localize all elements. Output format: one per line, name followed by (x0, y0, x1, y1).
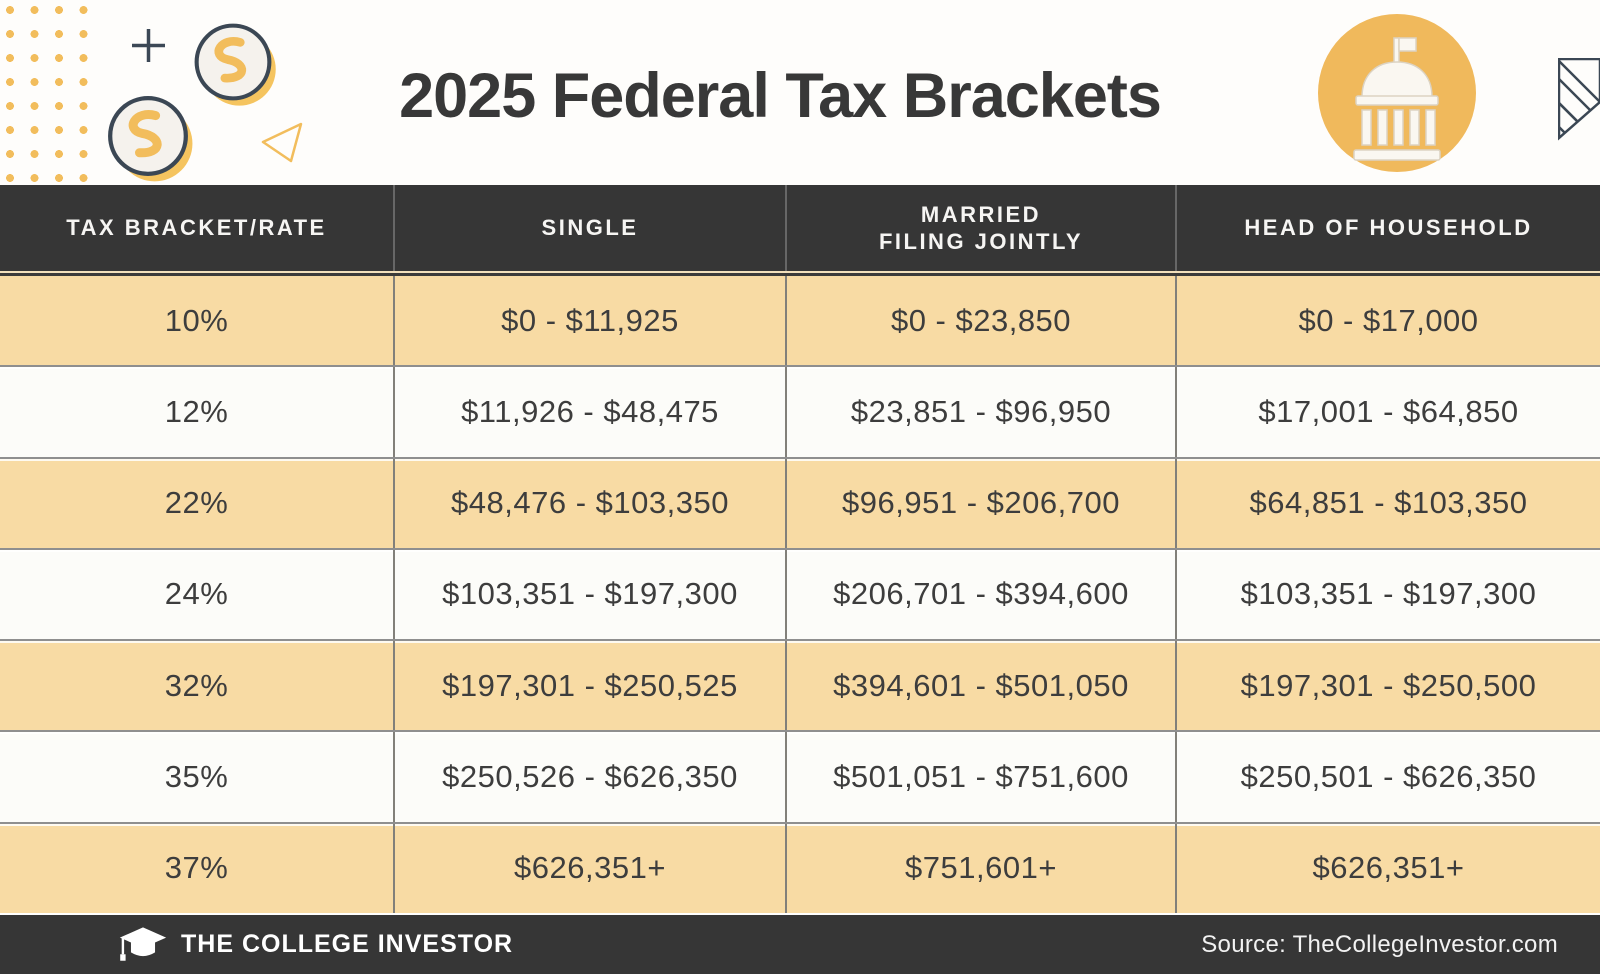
header-band: 2025 Federal Tax Brackets (0, 0, 1600, 190)
tax-bracket-table: TAX BRACKET/RATE SINGLE MARRIED FILING J… (0, 185, 1600, 913)
cell-head-of-household: $64,851 - $103,350 (1175, 458, 1600, 548)
cell-rate: 37% (164, 850, 229, 886)
table-row: 12% $11,926 - $48,475 $23,851 - $96,950 … (0, 365, 1600, 457)
source-credit: Source: TheCollegeInvestor.com (1201, 930, 1558, 958)
table-row: 35% $250,526 - $626,350 $501,051 - $751,… (0, 730, 1600, 822)
cell-single: $250,526 - $626,350 (393, 732, 785, 822)
column-header-label: HEAD OF HOUSEHOLD (1244, 215, 1533, 241)
cell-married-jointly: $751,601+ (785, 823, 1175, 913)
cell-head-of-household: $103,351 - $197,300 (1175, 549, 1600, 640)
column-header-label: TAX BRACKET/RATE (66, 215, 327, 241)
column-header-label: MARRIED (920, 201, 1042, 227)
cell-rate: 22% (164, 485, 229, 521)
cell-single: $48,476 - $103,350 (393, 458, 785, 548)
dollar-coin-icon (108, 96, 193, 182)
table-row: 24% $103,351 - $197,300 $206,701 - $394,… (0, 547, 1600, 640)
cell-head-of-household: $626,351+ (1175, 823, 1600, 913)
cell-married-jointly: $206,701 - $394,600 (785, 549, 1175, 640)
cell-married-jointly: $0 - $23,850 (785, 276, 1175, 366)
column-header-single: SINGLE (393, 185, 785, 271)
page-title: 2025 Federal Tax Brackets (399, 61, 1162, 131)
brand-logo: THE COLLEGE INVESTOR (118, 925, 513, 965)
brand-name: THE COLLEGE INVESTOR (181, 930, 514, 958)
table-header-row: TAX BRACKET/RATE SINGLE MARRIED FILING J… (0, 185, 1600, 273)
cell-married-jointly: $96,951 - $206,700 (785, 458, 1175, 548)
cell-head-of-household: $250,501 - $626,350 (1175, 732, 1600, 822)
cell-single: $11,926 - $48,475 (393, 367, 785, 457)
table-row: 22% $48,476 - $103,350 $96,951 - $206,70… (0, 456, 1600, 548)
cell-rate: 12% (164, 393, 229, 429)
graduation-cap-icon (119, 926, 167, 961)
cell-single: $0 - $11,925 (393, 276, 785, 366)
cell-single: $626,351+ (393, 823, 785, 913)
column-header-label: SINGLE (541, 215, 639, 241)
capitol-icon (1318, 14, 1476, 172)
footer-bar: THE COLLEGE INVESTOR Source: TheCollegeI… (0, 913, 1600, 974)
cell-rate: 32% (164, 667, 229, 703)
cell-married-jointly: $23,851 - $96,950 (785, 367, 1175, 457)
hatched-corner-icon (1558, 58, 1600, 141)
cell-head-of-household: $0 - $17,000 (1175, 276, 1600, 366)
cell-married-jointly: $394,601 - $501,050 (785, 641, 1175, 731)
cell-married-jointly: $501,051 - $751,600 (785, 732, 1175, 822)
cell-single: $103,351 - $197,300 (393, 549, 785, 640)
dollar-coin-icon (194, 23, 276, 106)
table-row: 37% $626,351+ $751,601+ $626,351+ (0, 821, 1600, 913)
table-row: 10% $0 - $11,925 $0 - $23,850 $0 - $17,0… (0, 276, 1600, 366)
column-header-label: FILING JOINTLY (878, 229, 1084, 254)
table-body: 10% $0 - $11,925 $0 - $23,850 $0 - $17,0… (0, 273, 1600, 913)
column-header-household: HEAD OF HOUSEHOLD (1175, 185, 1600, 271)
cell-head-of-household: $17,001 - $64,850 (1175, 367, 1600, 457)
cell-single: $197,301 - $250,525 (393, 641, 785, 731)
cell-rate: 35% (164, 759, 229, 795)
cell-rate: 10% (164, 302, 229, 338)
plus-icon (132, 29, 165, 62)
cell-head-of-household: $197,301 - $250,500 (1175, 641, 1600, 731)
triangle-icon (261, 122, 303, 163)
column-header-rate: TAX BRACKET/RATE (0, 185, 393, 271)
column-header-married: MARRIED FILING JOINTLY (785, 185, 1175, 271)
cell-rate: 24% (164, 576, 229, 612)
table-row: 32% $197,301 - $250,525 $394,601 - $501,… (0, 639, 1600, 731)
dot-grid-decoration (0, 0, 98, 190)
